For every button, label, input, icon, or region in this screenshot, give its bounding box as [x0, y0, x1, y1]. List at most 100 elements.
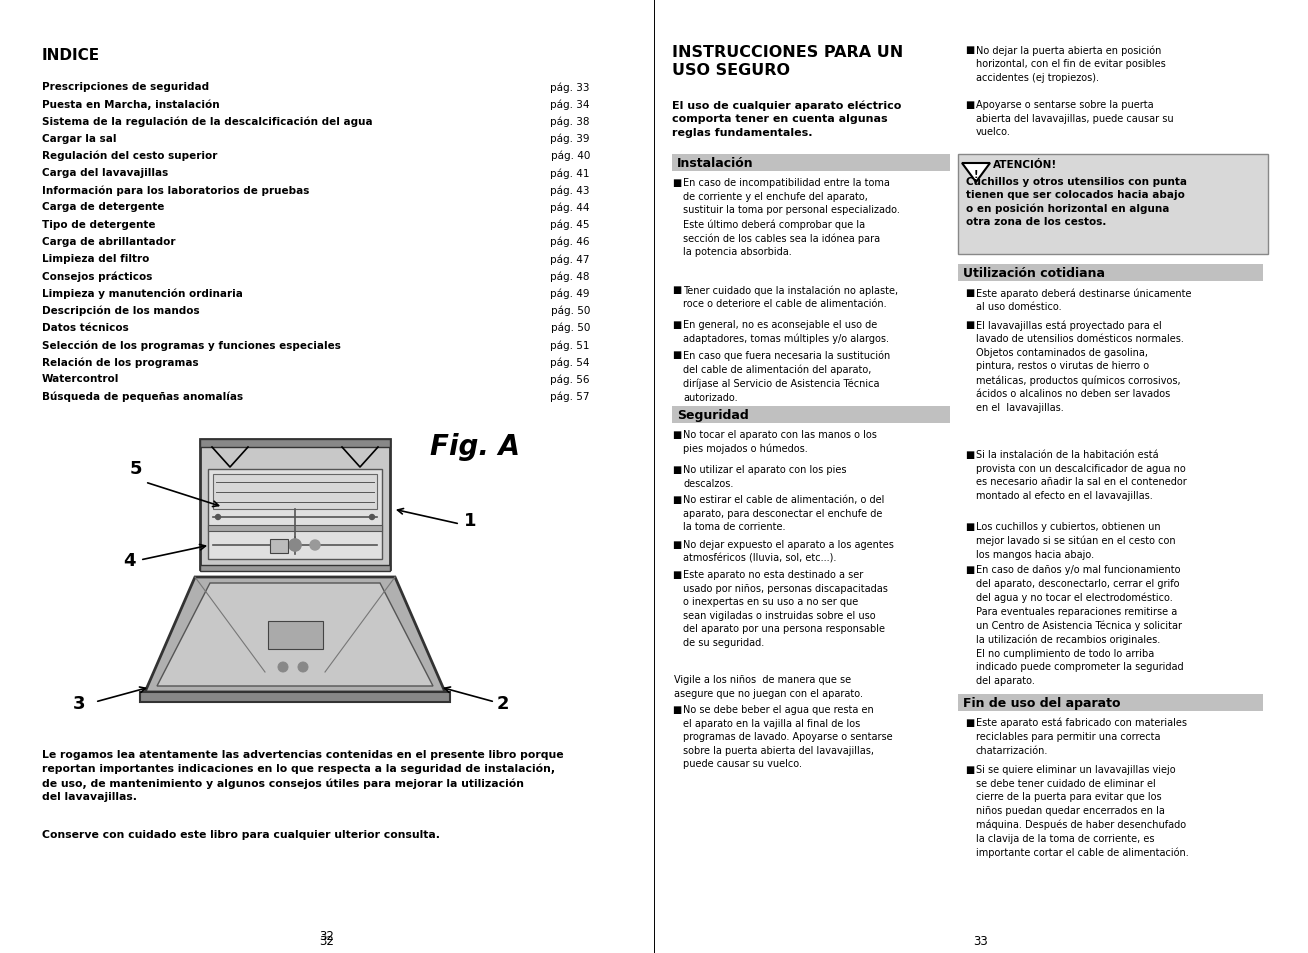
Text: ■: ■ [672, 178, 681, 188]
Text: Tipo de detergente: Tipo de detergente [42, 219, 156, 230]
Text: ■: ■ [965, 521, 974, 532]
Text: pág. 44: pág. 44 [551, 202, 590, 213]
Text: Consejos prácticos: Consejos prácticos [42, 271, 152, 281]
Text: Cargar la sal: Cargar la sal [42, 133, 116, 144]
Text: pág. 50: pág. 50 [551, 305, 590, 315]
Text: pág. 50: pág. 50 [551, 322, 590, 333]
Text: Instalación: Instalación [678, 157, 753, 170]
Text: INSTRUCCIONES PARA UN
USO SEGURO: INSTRUCCIONES PARA UN USO SEGURO [672, 45, 904, 78]
Circle shape [216, 515, 221, 520]
Text: ■: ■ [965, 319, 974, 330]
Circle shape [298, 662, 307, 672]
Text: Carga de abrillantador: Carga de abrillantador [42, 236, 175, 247]
Polygon shape [145, 578, 445, 692]
Text: pág. 49: pág. 49 [551, 288, 590, 298]
Text: ■: ■ [965, 45, 974, 55]
Bar [200, 565, 390, 572]
Text: Limpieza y manutención ordinaria: Limpieza y manutención ordinaria [42, 288, 243, 298]
Text: El uso de cualquier aparato eléctrico
comporta tener en cuenta algunas
reglas fu: El uso de cualquier aparato eléctrico co… [672, 100, 901, 137]
Text: pág. 48: pág. 48 [551, 271, 590, 281]
Text: Datos técnicos: Datos técnicos [42, 322, 128, 333]
Bar [269, 539, 288, 554]
Text: pág. 45: pág. 45 [551, 219, 590, 230]
Text: Fig. A: Fig. A [430, 433, 521, 460]
Text: ■: ■ [672, 464, 681, 475]
Text: Apoyarse o sentarse sobre la puerta
abierta del lavavajillas, puede causar su
vu: Apoyarse o sentarse sobre la puerta abie… [976, 100, 1173, 137]
Text: ■: ■ [965, 718, 974, 727]
Text: 32: 32 [319, 929, 335, 942]
Circle shape [369, 515, 374, 520]
Text: No utilizar el aparato con los pies
descalzos.: No utilizar el aparato con los pies desc… [683, 464, 846, 488]
Text: pág. 56: pág. 56 [551, 374, 590, 384]
Text: No tocar el aparato con las manos o los
pies mojados o húmedos.: No tocar el aparato con las manos o los … [683, 430, 876, 454]
Text: INDICE: INDICE [42, 48, 101, 63]
Bar [208, 470, 382, 559]
Text: Sistema de la regulación de la descalcificación del agua: Sistema de la regulación de la descalcif… [42, 116, 373, 127]
Text: ■: ■ [672, 569, 681, 579]
Text: ATENCIÓN!: ATENCIÓN! [993, 160, 1057, 170]
Text: Si se quiere eliminar un lavavajillas viejo
se debe tener cuidado de eliminar el: Si se quiere eliminar un lavavajillas vi… [976, 764, 1189, 857]
Text: Tener cuidado que la instalación no aplaste,
roce o deteriore el cable de alimen: Tener cuidado que la instalación no apla… [683, 285, 899, 309]
Text: ■: ■ [672, 319, 681, 330]
Text: pág. 39: pág. 39 [551, 133, 590, 144]
Text: !: ! [973, 170, 978, 180]
Text: Watercontrol: Watercontrol [42, 374, 119, 384]
Text: Seguridad: Seguridad [678, 409, 748, 421]
Text: Utilización cotidiana: Utilización cotidiana [963, 267, 1105, 280]
Text: Puesta en Marcha, instalación: Puesta en Marcha, instalación [42, 99, 220, 110]
Bar [957, 695, 1264, 711]
Text: No dejar la puerta abierta en posición
horizontal, con el fin de evitar posibles: No dejar la puerta abierta en posición h… [976, 45, 1165, 83]
Text: Búsqueda de pequeñas anomalías: Búsqueda de pequeñas anomalías [42, 391, 243, 401]
Text: pág. 33: pág. 33 [551, 82, 590, 92]
Text: ■: ■ [672, 495, 681, 504]
Text: pág. 41: pág. 41 [551, 168, 590, 178]
Text: pág. 54: pág. 54 [551, 356, 590, 367]
Text: pág. 38: pág. 38 [551, 116, 590, 127]
Text: Carga de detergente: Carga de detergente [42, 202, 165, 213]
Polygon shape [157, 583, 433, 686]
Text: Este aparato está fabricado con materiales
reciclables para permitir una correct: Este aparato está fabricado con material… [976, 718, 1186, 755]
Bar [957, 154, 1267, 254]
Text: 4: 4 [123, 552, 136, 569]
Bar [200, 439, 390, 569]
Text: Este aparato deberá destinarse únicamente
al uso doméstico.: Este aparato deberá destinarse únicament… [976, 288, 1192, 312]
Text: pág. 47: pág. 47 [551, 253, 590, 264]
Text: Selección de los programas y funciones especiales: Selección de los programas y funciones e… [42, 339, 341, 350]
Bar [268, 621, 323, 649]
Text: Vigile a los niños  de manera que se
asegure que no juegan con el aparato.: Vigile a los niños de manera que se aseg… [674, 675, 863, 698]
Text: pág. 43: pág. 43 [551, 185, 590, 195]
Text: No dejar expuesto el aparato a los agentes
atmosféricos (lluvia, sol, etc...).: No dejar expuesto el aparato a los agent… [683, 539, 893, 563]
Text: En caso de daños y/o mal funcionamiento
del aparato, desconectarlo, cerrar el gr: En caso de daños y/o mal funcionamiento … [976, 564, 1184, 685]
Circle shape [289, 539, 301, 552]
Text: ■: ■ [672, 285, 681, 294]
Text: pág. 51: pág. 51 [551, 339, 590, 350]
Text: No estirar el cable de alimentación, o del
aparato, para desconectar el enchufe : No estirar el cable de alimentación, o d… [683, 495, 884, 532]
Bar [957, 265, 1264, 282]
Circle shape [310, 540, 320, 551]
Bar [140, 692, 450, 702]
Text: Descripción de los mandos: Descripción de los mandos [42, 305, 200, 315]
Text: ■: ■ [965, 100, 974, 110]
Text: ■: ■ [672, 539, 681, 550]
Text: Limpieza del filtro: Limpieza del filtro [42, 253, 149, 264]
Text: En caso que fuera necesaria la sustitución
del cable de alimentación del aparato: En caso que fuera necesaria la sustituci… [683, 350, 891, 402]
Text: Relación de los programas: Relación de los programas [42, 356, 199, 367]
Text: Este aparato no esta destinado a ser
usado por niños, personas discapacitadas
o : Este aparato no esta destinado a ser usa… [683, 569, 888, 647]
Text: 1: 1 [464, 512, 476, 530]
Text: No se debe beber el agua que resta en
el aparato en la vajilla al final de los
p: No se debe beber el agua que resta en el… [683, 704, 892, 768]
Polygon shape [961, 164, 990, 183]
Text: Fin de uso del aparato: Fin de uso del aparato [963, 697, 1121, 709]
Text: 33: 33 [973, 934, 989, 947]
Text: Carga del lavavajillas: Carga del lavavajillas [42, 168, 169, 178]
Text: pág. 34: pág. 34 [551, 99, 590, 110]
Text: Cuchillos y otros utensilios con punta
tienen que ser colocados hacia abajo
o en: Cuchillos y otros utensilios con punta t… [967, 177, 1186, 227]
Text: En caso de incompatibilidad entre la toma
de corriente y el enchufe del aparato,: En caso de incompatibilidad entre la tom… [683, 178, 900, 257]
Text: ■: ■ [672, 430, 681, 439]
Text: Si la instalación de la habitación está
provista con un descalcificador de agua : Si la instalación de la habitación está … [976, 450, 1186, 500]
Text: Regulación del cesto superior: Regulación del cesto superior [42, 151, 217, 161]
Bar [200, 439, 390, 448]
Text: ■: ■ [672, 704, 681, 714]
Circle shape [279, 662, 288, 672]
Text: Información para los laboratorios de pruebas: Información para los laboratorios de pru… [42, 185, 310, 195]
Text: ■: ■ [965, 564, 974, 575]
